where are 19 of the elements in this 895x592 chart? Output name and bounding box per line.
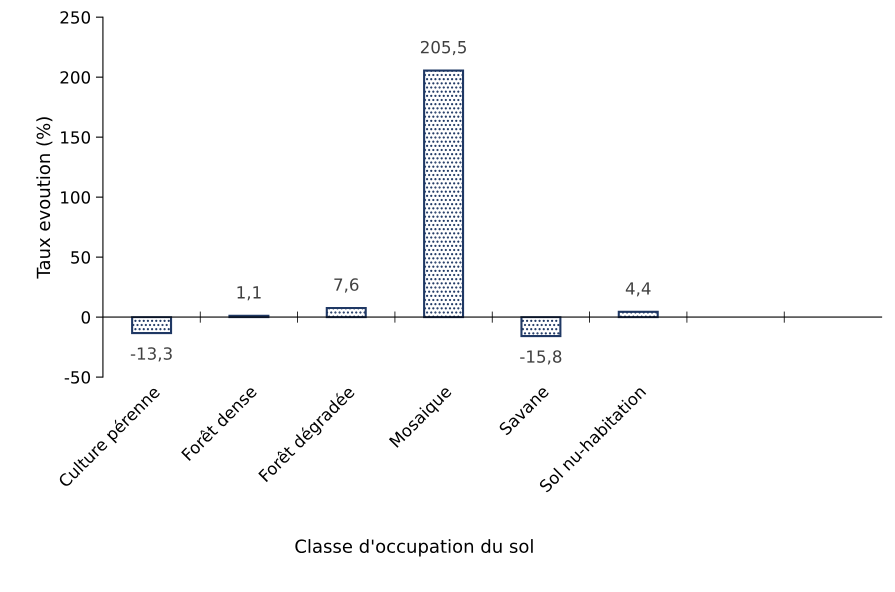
data-label: 4,4 bbox=[626, 282, 651, 296]
data-label: 205,5 bbox=[420, 40, 466, 56]
bar bbox=[326, 306, 367, 318]
y-tick-label: 150 bbox=[61, 131, 90, 144]
y-tick-label: -50 bbox=[64, 371, 90, 384]
y-tick-label: 0 bbox=[82, 311, 90, 324]
y-tick-label: 50 bbox=[71, 251, 90, 264]
data-label: -13,3 bbox=[130, 347, 172, 362]
y-tick-label: 100 bbox=[61, 191, 90, 204]
y-tick-label: 200 bbox=[60, 71, 90, 84]
data-label: 1,1 bbox=[238, 286, 261, 300]
data-label: -15,8 bbox=[520, 350, 562, 365]
y-tick-label: 250 bbox=[60, 11, 90, 24]
bar bbox=[520, 316, 562, 338]
data-label: 7,6 bbox=[334, 278, 358, 293]
bar bbox=[131, 316, 172, 334]
x-axis-title: Classe d'occupation du sol bbox=[295, 539, 533, 557]
bar bbox=[423, 70, 464, 318]
y-axis-title: Taux evoution (%) bbox=[36, 117, 52, 279]
